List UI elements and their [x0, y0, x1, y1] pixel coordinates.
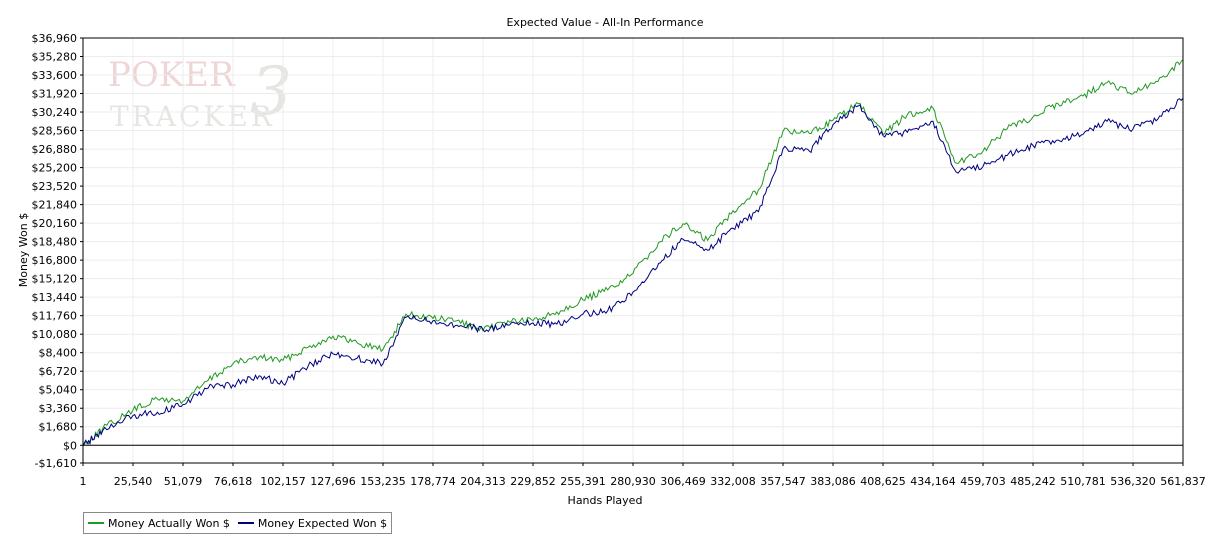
y-tick-label: $1,680 [39, 421, 78, 434]
x-tick-label: 51,079 [164, 475, 203, 488]
watermark-line2: TRACKER [110, 100, 275, 133]
x-tick-label: 434,164 [910, 475, 956, 488]
y-tick-label: $8,400 [39, 347, 78, 360]
legend-item-expected: Money Expected Won $ [237, 516, 388, 530]
y-axis-label: Money Won $ [17, 213, 30, 287]
y-tick-label: $15,120 [32, 273, 78, 286]
legend-swatch-expected [237, 522, 254, 524]
x-tick-label: 25,540 [114, 475, 153, 488]
x-tick-label: 561,837 [1160, 475, 1206, 488]
series-line-actual [82, 59, 1184, 446]
x-tick-label: 357,547 [760, 475, 806, 488]
y-tick-label: $16,800 [32, 254, 78, 267]
y-tick-label: $31,920 [32, 88, 78, 101]
x-tick-label: 332,008 [710, 475, 756, 488]
grid [82, 37, 1184, 464]
x-tick-label: 153,235 [360, 475, 406, 488]
x-tick-label: 459,703 [960, 475, 1006, 488]
y-tick-label: $20,160 [32, 217, 78, 230]
y-tick-label: $10,080 [32, 328, 78, 341]
y-tick-label: $6,720 [39, 365, 78, 378]
x-axis-ticks: 1 25,540 51,079 76,618 102,157 127,696 153,235… [80, 463, 1206, 488]
y-tick-label: $5,040 [39, 384, 78, 397]
x-tick-label: 536,320 [1110, 475, 1156, 488]
legend: Money Actually Won $ Money Expected Won … [83, 512, 393, 534]
y-tick-label: $26,880 [32, 143, 78, 156]
series-line-expected [82, 97, 1184, 446]
legend-swatch-actual [88, 522, 104, 524]
x-tick-label: 280,930 [610, 475, 656, 488]
y-tick-label: $18,480 [32, 236, 78, 249]
x-tick-label: 102,157 [260, 475, 306, 488]
y-tick-label: $35,280 [32, 51, 78, 64]
x-tick-label: 255,391 [560, 475, 606, 488]
y-tick-label: $3,360 [39, 402, 78, 415]
y-tick-label: $13,440 [32, 291, 78, 304]
y-tick-label: $0 [63, 439, 77, 452]
x-tick-label: 229,852 [510, 475, 556, 488]
x-tick-label: 485,242 [1010, 475, 1056, 488]
x-tick-label: 178,774 [410, 475, 456, 488]
y-tick-label: $23,520 [32, 180, 78, 193]
y-tick-label: $33,600 [32, 69, 78, 82]
series-lines [82, 59, 1184, 446]
x-tick-label: 1 [80, 475, 87, 488]
y-tick-label: $11,760 [32, 310, 78, 323]
y-tick-label: $30,240 [32, 106, 78, 119]
x-axis-label: Hands Played [568, 494, 643, 507]
legend-item-actual: Money Actually Won $ [88, 517, 230, 530]
poker-tracker-watermark: POKER 3 TRACKER [108, 53, 292, 133]
legend-label-expected: Money Expected Won $ [257, 516, 388, 530]
y-tick-label: $28,560 [32, 125, 78, 138]
legend-label-actual: Money Actually Won $ [108, 516, 230, 530]
y-tick-label: -$1,610 [35, 457, 77, 470]
x-tick-label: 127,696 [310, 475, 356, 488]
watermark-mark: 3 [250, 53, 292, 130]
x-tick-label: 204,313 [460, 475, 506, 488]
x-tick-label: 306,469 [660, 475, 706, 488]
x-tick-label: 408,625 [860, 475, 906, 488]
y-axis-ticks: -$1,610 $0 $1,680 $3,360 $5,040 $6,720 $8,400 $… [32, 32, 83, 470]
x-tick-label: 510,781 [1060, 475, 1106, 488]
y-tick-label: $21,840 [32, 199, 78, 212]
chart-title: Expected Value - All-In Performance [506, 16, 703, 29]
x-tick-label: 76,618 [214, 475, 253, 488]
y-tick-label: $25,200 [32, 162, 78, 175]
y-tick-label: $36,960 [32, 32, 78, 45]
x-tick-label: 383,086 [810, 475, 856, 488]
